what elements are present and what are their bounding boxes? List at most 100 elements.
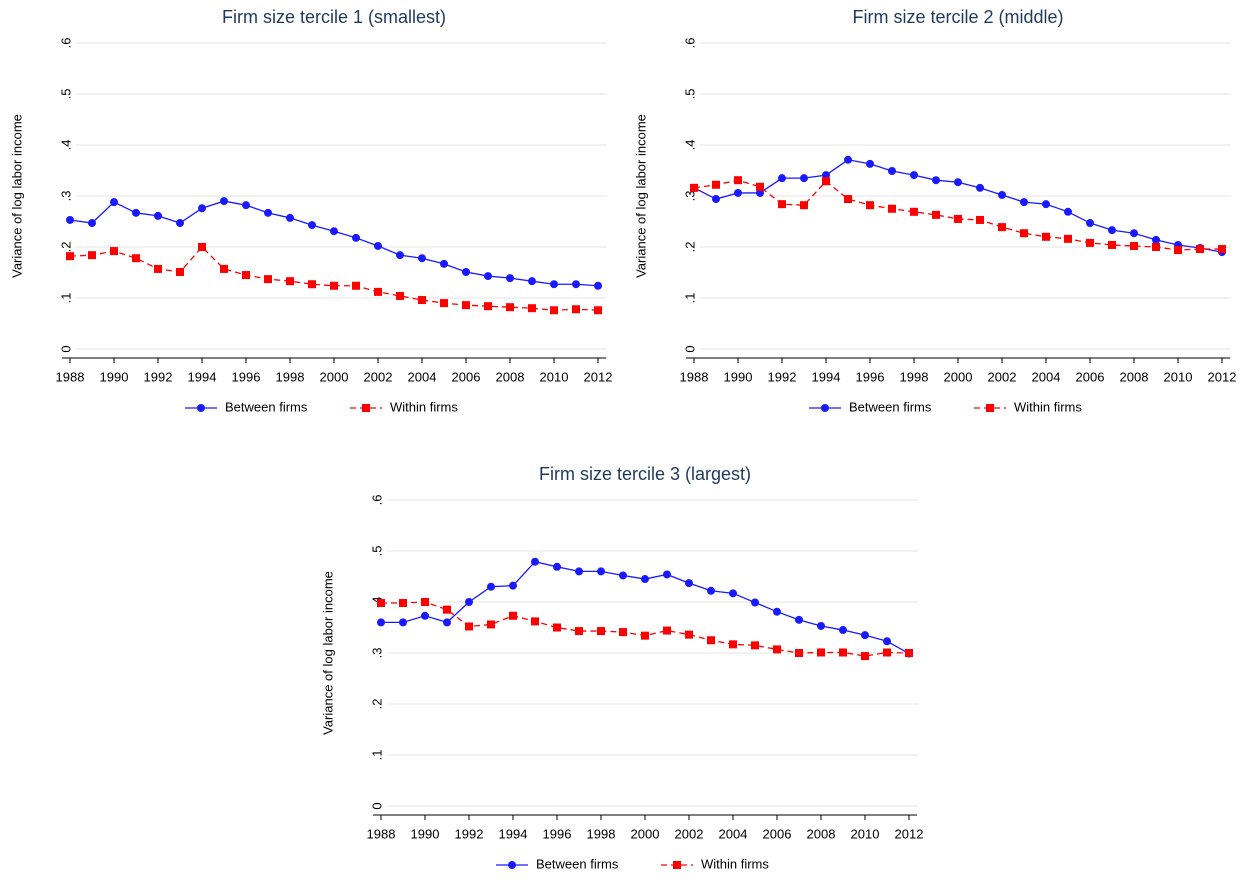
y-tick-label: 0 bbox=[58, 345, 73, 352]
marker bbox=[773, 645, 781, 654]
marker bbox=[286, 213, 294, 222]
x-tick-label: 2008 bbox=[496, 369, 525, 384]
marker bbox=[330, 227, 338, 236]
marker bbox=[330, 281, 338, 290]
marker bbox=[817, 648, 825, 657]
marker bbox=[443, 605, 451, 614]
marker bbox=[778, 200, 786, 209]
series-line bbox=[69, 246, 599, 311]
marker bbox=[1086, 238, 1094, 247]
legend-label: Within firms bbox=[701, 856, 769, 871]
x-tick-label: 2012 bbox=[584, 369, 613, 384]
marker bbox=[756, 188, 764, 197]
marker bbox=[462, 301, 470, 310]
marker bbox=[66, 252, 74, 261]
chart-title: Firm size tercile 1 (smallest) bbox=[222, 7, 446, 27]
marker bbox=[396, 251, 404, 260]
marker bbox=[154, 211, 162, 220]
marker bbox=[888, 167, 896, 176]
legend-marker bbox=[197, 404, 205, 412]
marker bbox=[712, 195, 720, 204]
marker bbox=[597, 627, 605, 636]
x-tick-label: 1994 bbox=[499, 826, 528, 841]
marker bbox=[440, 299, 448, 308]
marker bbox=[528, 277, 536, 286]
marker bbox=[550, 280, 558, 289]
x-tick-label: 2000 bbox=[944, 369, 973, 384]
marker bbox=[421, 611, 429, 620]
x-tick-label: 2008 bbox=[1120, 369, 1149, 384]
x-tick-label: 2002 bbox=[675, 826, 704, 841]
marker bbox=[531, 557, 539, 566]
x-tick-label: 2000 bbox=[631, 826, 660, 841]
marker bbox=[531, 617, 539, 626]
marker bbox=[817, 621, 825, 630]
marker bbox=[932, 176, 940, 185]
x-tick-label: 1988 bbox=[367, 826, 396, 841]
x-tick-label: 2000 bbox=[320, 369, 349, 384]
marker bbox=[66, 215, 74, 224]
marker bbox=[1042, 200, 1050, 209]
marker bbox=[663, 626, 671, 635]
marker bbox=[594, 281, 602, 290]
marker bbox=[176, 219, 184, 228]
marker bbox=[690, 183, 698, 192]
marker bbox=[308, 280, 316, 289]
marker bbox=[883, 648, 891, 657]
marker bbox=[572, 280, 580, 289]
marker bbox=[1108, 240, 1116, 249]
marker bbox=[487, 620, 495, 629]
marker bbox=[575, 627, 583, 636]
marker bbox=[553, 562, 561, 571]
marker bbox=[1130, 241, 1138, 250]
marker bbox=[132, 208, 140, 217]
y-axis-label: Variance of log labor income bbox=[320, 571, 335, 735]
marker bbox=[176, 267, 184, 276]
x-tick-label: 2004 bbox=[719, 826, 748, 841]
marker bbox=[1042, 232, 1050, 241]
marker bbox=[286, 277, 294, 286]
marker bbox=[866, 159, 874, 168]
marker bbox=[773, 607, 781, 616]
x-tick-label: 1998 bbox=[587, 826, 616, 841]
marker bbox=[352, 233, 360, 242]
y-tick-label: .1 bbox=[682, 293, 697, 304]
marker bbox=[110, 198, 118, 207]
marker bbox=[550, 306, 558, 315]
marker bbox=[734, 188, 742, 197]
marker bbox=[553, 623, 561, 632]
marker bbox=[575, 567, 583, 576]
chart-title: Firm size tercile 2 (middle) bbox=[852, 7, 1063, 27]
legend-marker bbox=[362, 404, 370, 412]
marker bbox=[861, 652, 869, 661]
marker bbox=[1152, 235, 1160, 244]
x-tick-label: 2012 bbox=[895, 826, 924, 841]
marker bbox=[418, 296, 426, 305]
marker bbox=[954, 178, 962, 187]
marker bbox=[795, 615, 803, 624]
marker bbox=[597, 567, 605, 576]
legend-label: Within firms bbox=[390, 399, 458, 414]
marker bbox=[88, 219, 96, 228]
y-tick-label: .1 bbox=[369, 750, 384, 761]
chart-title: Firm size tercile 3 (largest) bbox=[539, 464, 751, 484]
x-tick-label: 1988 bbox=[56, 369, 85, 384]
marker bbox=[910, 171, 918, 180]
marker bbox=[778, 174, 786, 183]
marker bbox=[910, 207, 918, 216]
marker bbox=[976, 215, 984, 224]
marker bbox=[751, 641, 759, 650]
marker bbox=[443, 618, 451, 627]
marker bbox=[619, 628, 627, 637]
marker bbox=[641, 575, 649, 584]
marker bbox=[641, 631, 649, 640]
marker bbox=[619, 571, 627, 580]
marker bbox=[440, 259, 448, 268]
marker bbox=[487, 582, 495, 591]
y-tick-label: 0 bbox=[682, 345, 697, 352]
marker bbox=[1174, 246, 1182, 255]
x-tick-label: 1992 bbox=[768, 369, 797, 384]
marker bbox=[399, 618, 407, 627]
y-tick-label: .4 bbox=[58, 140, 73, 151]
